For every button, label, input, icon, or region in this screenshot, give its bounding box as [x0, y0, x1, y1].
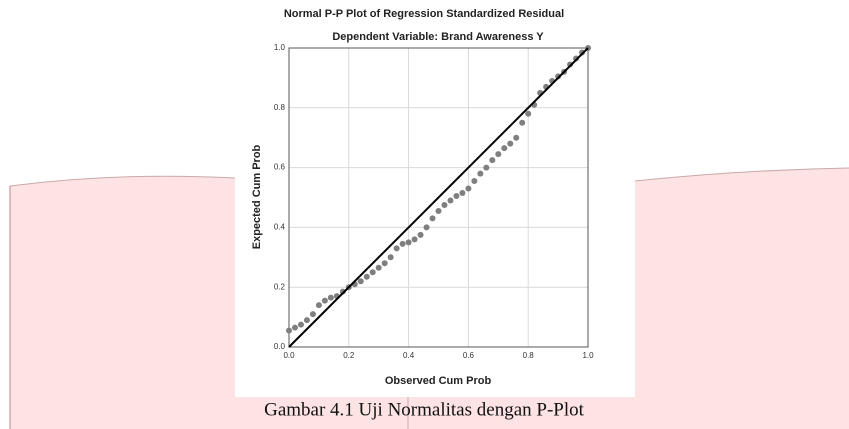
point — [555, 73, 562, 80]
point — [435, 207, 442, 214]
point — [309, 311, 316, 318]
point — [471, 178, 478, 185]
point — [579, 49, 586, 56]
point — [525, 110, 532, 117]
point — [477, 170, 484, 177]
x-tick-label: 0.8 — [523, 351, 535, 360]
y-tick-label: 0.6 — [274, 163, 286, 172]
point — [411, 236, 418, 243]
reference-line — [288, 47, 589, 348]
y-axis-label: Expected Cum Prob — [251, 144, 263, 249]
point — [297, 321, 304, 328]
point — [417, 231, 424, 238]
point — [513, 134, 520, 141]
chart-subtitle: Dependent Variable: Brand Awareness Y — [332, 31, 544, 43]
point — [327, 294, 334, 301]
chart-title: Normal P-P Plot of Regression Standardiz… — [284, 8, 564, 20]
shape-edge — [9, 167, 849, 187]
point — [501, 145, 508, 152]
plot-frame — [288, 47, 589, 348]
point — [405, 239, 412, 246]
point — [315, 302, 322, 309]
point — [447, 197, 454, 204]
point — [519, 119, 526, 126]
point — [423, 224, 430, 231]
x-tick-label: 0.0 — [283, 351, 295, 360]
y-tick-label: 0.4 — [274, 223, 286, 232]
point — [321, 297, 328, 304]
point — [573, 55, 580, 62]
point — [381, 260, 388, 267]
caption: Gambar 4.1 Uji Normalitas dengan P-Plot — [264, 399, 585, 420]
point — [286, 327, 292, 334]
point — [495, 151, 502, 158]
point — [507, 140, 514, 147]
x-axis-label: Observed Cum Prob — [385, 375, 492, 387]
point — [375, 264, 382, 271]
x-tick-label: 1.0 — [582, 351, 594, 360]
y-tick-label: 1.0 — [274, 43, 286, 52]
y-tick-label: 0.2 — [274, 282, 286, 291]
point — [489, 157, 496, 164]
point — [483, 164, 490, 171]
point — [339, 288, 346, 295]
point — [357, 278, 364, 285]
point — [459, 190, 466, 197]
point — [441, 201, 448, 208]
point — [453, 193, 460, 200]
background-shape — [10, 168, 849, 429]
point — [291, 324, 298, 331]
point — [363, 273, 370, 280]
point — [567, 61, 574, 68]
point — [429, 215, 436, 222]
x-tick-label: 0.4 — [403, 351, 415, 360]
point — [465, 185, 472, 192]
point — [387, 254, 394, 261]
y-tick-label: 0.8 — [274, 103, 286, 112]
y-tick-label: 0.0 — [274, 342, 286, 351]
point — [303, 317, 310, 324]
point — [399, 240, 406, 247]
point — [393, 245, 400, 252]
point — [369, 269, 376, 276]
x-tick-label: 0.6 — [463, 351, 475, 360]
x-tick-label: 0.2 — [343, 351, 355, 360]
